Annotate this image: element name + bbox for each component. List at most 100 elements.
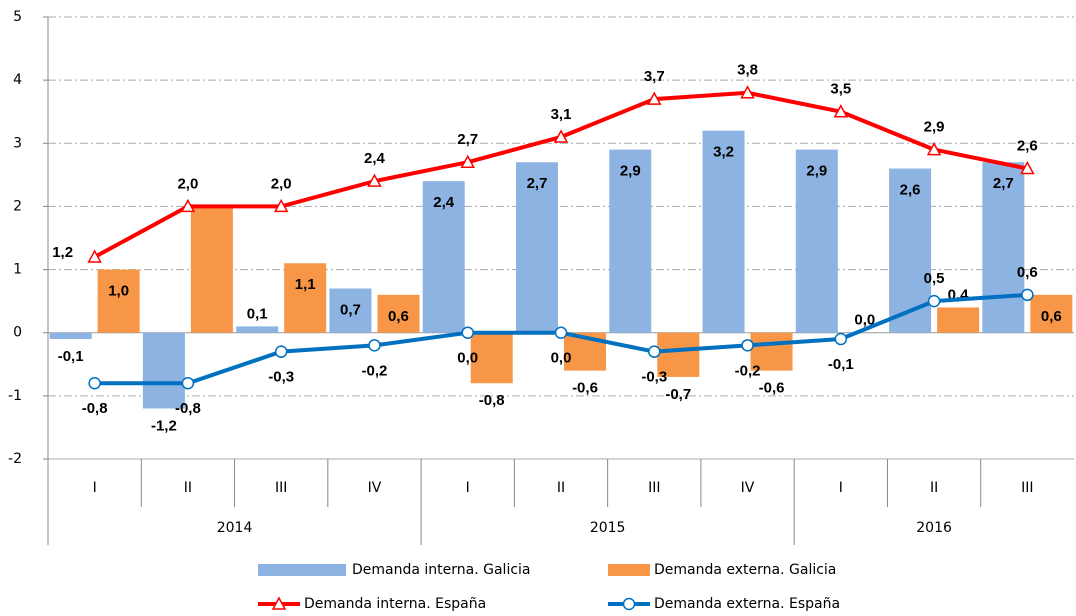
data-label: 2,0 — [177, 175, 198, 192]
bar — [422, 181, 465, 333]
marker — [1020, 160, 1035, 175]
y-tick-label: -2 — [8, 451, 22, 467]
data-label: 0,5 — [924, 270, 945, 287]
marker — [740, 85, 755, 99]
x-tick-label: I — [466, 480, 470, 496]
data-label: -0,3 — [641, 369, 667, 386]
data-label: 1,1 — [295, 276, 316, 293]
marker — [274, 345, 288, 358]
marker — [553, 129, 569, 143]
bar — [470, 332, 513, 384]
data-label: -0,1 — [828, 356, 854, 373]
data-label: 2,6 — [1017, 138, 1038, 155]
x-tick-label: III — [648, 480, 660, 496]
data-label: -0,1 — [58, 348, 84, 365]
marker — [647, 91, 662, 105]
data-label: 0,6 — [388, 308, 409, 325]
marker — [367, 173, 382, 187]
y-tick-label: 4 — [13, 72, 22, 88]
bar — [49, 332, 92, 340]
marker — [87, 249, 102, 263]
legend-label: Demanda externa. España — [654, 596, 840, 612]
data-label: 2,9 — [806, 163, 827, 180]
marker — [180, 198, 196, 213]
x-tick-label: IV — [368, 480, 382, 496]
marker — [834, 332, 848, 346]
data-label: 2,0 — [271, 175, 292, 192]
marker — [368, 339, 381, 352]
x-tick-label: IV — [741, 480, 755, 496]
data-label: 3,5 — [830, 81, 851, 98]
data-label: 0,0 — [854, 312, 875, 329]
data-label: 2,7 — [457, 131, 478, 148]
data-label: 1,2 — [52, 244, 73, 261]
x-tick-label: I — [839, 480, 843, 496]
bar — [329, 288, 372, 333]
y-tick-label: 3 — [13, 135, 22, 151]
data-label: 3,8 — [737, 62, 758, 79]
legend-marker — [622, 597, 636, 611]
x-tick-label: III — [1021, 480, 1033, 496]
x-group-label: 2016 — [916, 520, 952, 536]
bar — [97, 269, 140, 333]
data-label: -0,6 — [759, 380, 785, 397]
data-label: 2,4 — [364, 150, 386, 167]
y-tick-label: 0 — [13, 325, 22, 341]
y-tick-label: 5 — [13, 9, 22, 25]
marker — [741, 339, 754, 352]
bar — [284, 263, 327, 333]
bar — [190, 206, 233, 333]
data-label: 3,7 — [644, 68, 665, 85]
legend-marker — [271, 596, 287, 610]
y-tick-label: -1 — [8, 388, 22, 404]
data-label: -0,7 — [665, 386, 691, 403]
bar — [377, 294, 420, 333]
bar — [795, 149, 838, 333]
data-label: 0,6 — [1041, 308, 1062, 325]
x-group-label: 2014 — [217, 520, 253, 536]
marker — [273, 198, 289, 213]
marker — [1021, 288, 1034, 302]
data-label: 0,6 — [1017, 264, 1038, 281]
data-label: 2,7 — [527, 175, 548, 192]
data-label: 1,0 — [108, 283, 129, 300]
data-label: 3,1 — [551, 106, 572, 123]
x-tick-label: I — [93, 480, 97, 496]
data-label: 0,0 — [457, 350, 478, 367]
data-label: 2,9 — [620, 163, 641, 180]
marker — [833, 104, 849, 118]
data-label: -0,8 — [479, 392, 505, 409]
legend-swatch — [258, 564, 346, 576]
x-tick-label: II — [557, 480, 565, 496]
bar — [702, 130, 745, 333]
legend-label: Demanda interna. Galicia — [352, 562, 531, 578]
marker — [926, 142, 942, 156]
bar — [937, 307, 980, 333]
bar — [236, 326, 279, 333]
y-tick-label: 1 — [13, 262, 22, 278]
data-label: -0,3 — [268, 369, 294, 386]
data-label: 0,1 — [247, 305, 268, 322]
bar — [1030, 294, 1073, 333]
marker — [460, 154, 475, 168]
x-tick-label: II — [930, 480, 938, 496]
marker — [554, 326, 568, 339]
bar — [982, 162, 1025, 333]
bar — [657, 332, 700, 377]
data-label: -0,8 — [175, 400, 201, 417]
data-label: 2,4 — [433, 194, 455, 211]
marker — [88, 376, 101, 390]
x-tick-label: III — [275, 480, 287, 496]
bar — [750, 332, 793, 371]
marker — [648, 345, 661, 358]
data-label: -0,2 — [735, 362, 761, 379]
data-label: 0,0 — [551, 350, 572, 367]
data-label: 0,7 — [340, 301, 361, 318]
marker — [181, 376, 195, 390]
x-tick-label: II — [184, 480, 192, 496]
legend-label: Demanda externa. Galicia — [654, 562, 836, 578]
x-group-label: 2015 — [590, 520, 626, 536]
data-label: -1,2 — [151, 417, 177, 434]
bar — [142, 332, 185, 409]
